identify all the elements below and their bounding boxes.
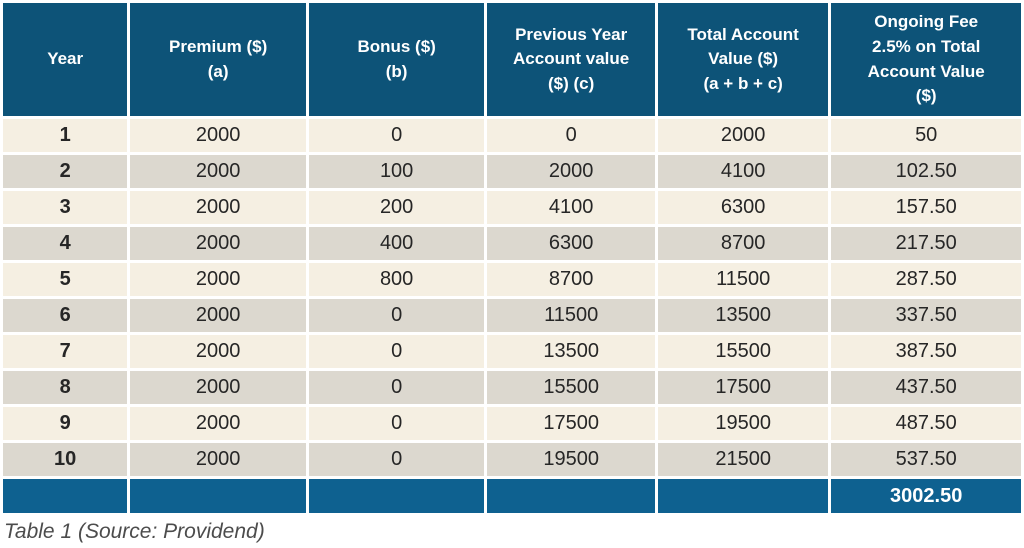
year-cell: 5 — [3, 263, 128, 296]
table-cell: 337.50 — [831, 299, 1021, 332]
table-cell: 437.50 — [831, 371, 1021, 404]
table-row: 4 2000 400 6300 8700 217.50 — [3, 227, 1021, 260]
table-body: 1 2000 0 0 2000 50 2 2000 100 2000 4100 102.50 3 2000… — [3, 119, 1021, 476]
table-cell: 2000 — [130, 227, 306, 260]
table-cell: 100 — [308, 155, 485, 188]
table-cell: 6300 — [487, 227, 655, 260]
table-cell: 0 — [308, 335, 485, 368]
table-cell: 487.50 — [831, 407, 1021, 440]
table-cell: 157.50 — [831, 191, 1021, 224]
table-cell: 0 — [308, 407, 485, 440]
header-previous-year-account-value: Previous Year Account value ($) (c) — [487, 3, 655, 116]
table-cell: 50 — [831, 119, 1021, 152]
table-cell: 13500 — [487, 335, 655, 368]
table-cell: 4100 — [487, 191, 655, 224]
table-cell: 0 — [308, 119, 485, 152]
table-cell: 400 — [308, 227, 485, 260]
header-total-account-value: Total Account Value ($) (a + b + c) — [657, 3, 829, 116]
table-cell: 2000 — [130, 155, 306, 188]
table-caption: Table 1 (Source: Providend) — [4, 520, 265, 543]
year-cell: 9 — [3, 407, 128, 440]
header-ongoing-fee: Ongoing Fee 2.5% on Total Account Value … — [831, 3, 1021, 116]
footer-empty-cell — [3, 479, 128, 513]
table-cell: 0 — [308, 443, 485, 476]
header-year: Year — [3, 3, 128, 116]
table-cell: 2000 — [130, 263, 306, 296]
footer-empty-cell — [130, 479, 306, 513]
footer-empty-cell — [657, 479, 829, 513]
footer-empty-cell — [487, 479, 655, 513]
year-cell: 3 — [3, 191, 128, 224]
fee-table: Year Premium ($) (a) Bonus ($) (b) Previ… — [3, 3, 1021, 513]
year-cell: 10 — [3, 443, 128, 476]
table-row: 5 2000 800 8700 11500 287.50 — [3, 263, 1021, 296]
table-header: Year Premium ($) (a) Bonus ($) (b) Previ… — [3, 3, 1021, 116]
table-cell: 19500 — [487, 443, 655, 476]
table-cell: 17500 — [487, 407, 655, 440]
table-cell: 287.50 — [831, 263, 1021, 296]
table-cell: 11500 — [657, 263, 829, 296]
table-cell: 2000 — [657, 119, 829, 152]
table-cell: 11500 — [487, 299, 655, 332]
table-cell: 8700 — [657, 227, 829, 260]
table-cell: 19500 — [657, 407, 829, 440]
table-cell: 537.50 — [831, 443, 1021, 476]
table-cell: 2000 — [130, 371, 306, 404]
table-cell: 15500 — [657, 335, 829, 368]
table-cell: 8700 — [487, 263, 655, 296]
footer-row: 3002.50 — [3, 479, 1021, 513]
table-cell: 387.50 — [831, 335, 1021, 368]
year-cell: 6 — [3, 299, 128, 332]
year-cell: 7 — [3, 335, 128, 368]
table-cell: 2000 — [130, 119, 306, 152]
table-row: 7 2000 0 13500 15500 387.50 — [3, 335, 1021, 368]
footer-empty-cell — [308, 479, 485, 513]
table-cell: 2000 — [130, 191, 306, 224]
table-row: 2 2000 100 2000 4100 102.50 — [3, 155, 1021, 188]
table-cell: 2000 — [130, 299, 306, 332]
footer-total-fee: 3002.50 — [831, 479, 1021, 513]
header-bonus: Bonus ($) (b) — [308, 3, 485, 116]
table-cell: 6300 — [657, 191, 829, 224]
table-cell: 13500 — [657, 299, 829, 332]
table-row: 9 2000 0 17500 19500 487.50 — [3, 407, 1021, 440]
table-cell: 2000 — [130, 335, 306, 368]
table-cell: 0 — [308, 371, 485, 404]
table-row: 10 2000 0 19500 21500 537.50 — [3, 443, 1021, 476]
table-cell: 0 — [308, 299, 485, 332]
table-cell: 21500 — [657, 443, 829, 476]
table-cell: 2000 — [130, 407, 306, 440]
table-cell: 217.50 — [831, 227, 1021, 260]
year-cell: 4 — [3, 227, 128, 260]
table-cell: 200 — [308, 191, 485, 224]
year-cell: 2 — [3, 155, 128, 188]
table-row: 6 2000 0 11500 13500 337.50 — [3, 299, 1021, 332]
table-cell: 4100 — [657, 155, 829, 188]
table-footer: 3002.50 — [3, 479, 1021, 513]
table-row: 1 2000 0 0 2000 50 — [3, 119, 1021, 152]
table-cell: 15500 — [487, 371, 655, 404]
year-cell: 8 — [3, 371, 128, 404]
table-row: 8 2000 0 15500 17500 437.50 — [3, 371, 1021, 404]
table-cell: 102.50 — [831, 155, 1021, 188]
header-row: Year Premium ($) (a) Bonus ($) (b) Previ… — [3, 3, 1021, 116]
table-cell: 2000 — [487, 155, 655, 188]
table-cell: 800 — [308, 263, 485, 296]
table-cell: 2000 — [130, 443, 306, 476]
table-cell: 17500 — [657, 371, 829, 404]
year-cell: 1 — [3, 119, 128, 152]
table-row: 3 2000 200 4100 6300 157.50 — [3, 191, 1021, 224]
header-premium: Premium ($) (a) — [130, 3, 306, 116]
table-cell: 0 — [487, 119, 655, 152]
